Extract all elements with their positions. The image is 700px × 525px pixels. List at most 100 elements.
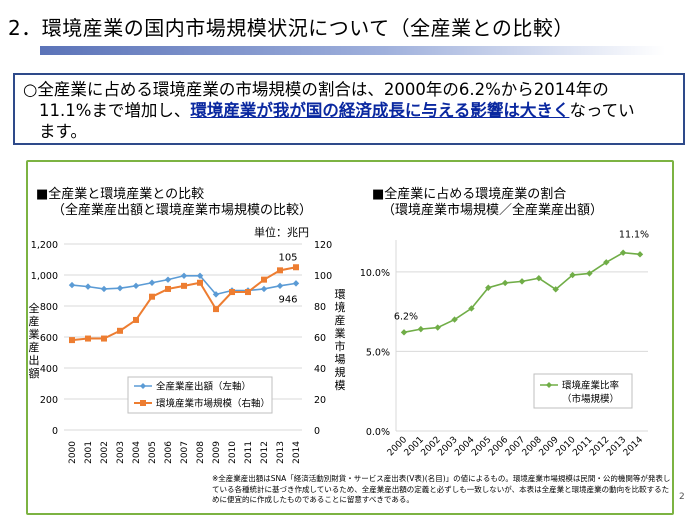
environment-point	[133, 316, 139, 323]
left-axis-tick-label: 200	[40, 395, 58, 406]
ratio-point	[501, 279, 509, 287]
left-axis-tick-label: 400	[40, 364, 58, 375]
all-industry-point	[276, 282, 284, 290]
environment-point	[117, 327, 123, 334]
right-legend-box	[533, 373, 633, 409]
x-axis-tick-label: 2009	[212, 441, 222, 464]
all-industry-point	[196, 272, 204, 279]
summary-line-2: 11.1%まで増加し、環境産業が我が国の経済成長に与える影響は大きくなってい	[23, 100, 675, 121]
environment-point	[293, 264, 299, 271]
all-industry-point	[84, 283, 92, 290]
all-industry-point	[116, 284, 124, 292]
page-number: 2	[679, 492, 685, 502]
left-axis-label: 全産業産出額	[28, 302, 40, 380]
x-axis-tick-label: 2007	[180, 441, 190, 464]
ratio-axis-tick-label: 5.0%	[366, 347, 390, 358]
x-axis-tick-label: 2002	[100, 441, 110, 464]
environment-point	[229, 289, 235, 296]
left-axis-tick-label: 800	[40, 302, 58, 313]
left-legend-box	[127, 376, 273, 414]
right-axis-tick-label: 80	[314, 302, 326, 313]
environment-point	[85, 335, 91, 342]
ratio-line	[403, 251, 641, 334]
right-axis-tick-label: 0	[314, 426, 320, 437]
x-axis-tick-label: 2010	[228, 441, 238, 464]
ratio-point	[468, 305, 475, 312]
left-axis-tick-label: 0	[52, 426, 58, 437]
all-industry-end-label: 946	[278, 294, 297, 305]
all-industry-point	[100, 285, 108, 293]
ratio-end-label: 11.1%	[619, 229, 649, 240]
environment-point	[213, 306, 219, 313]
ratio-point	[417, 325, 425, 333]
all-industry-point	[132, 282, 140, 290]
left-chart-heading: ■全産業と環境産業との比較	[36, 187, 205, 202]
ratio-point	[586, 270, 593, 277]
summary-box: ○全産業に占める環境産業の市場規模の割合は、2000年の6.2%から2014年の…	[13, 73, 685, 145]
environment-point	[245, 289, 251, 296]
legend-ratio-marker	[546, 382, 552, 388]
legend-ratio-label-2: （市場規模）	[562, 393, 619, 405]
right-axis-tick-label: 100	[314, 271, 332, 282]
x-axis-tick-label: 2005	[148, 441, 158, 464]
all-industry-point	[180, 272, 188, 279]
environment-point	[197, 279, 203, 286]
all-industry-point	[164, 276, 172, 283]
ratio-point	[434, 324, 441, 331]
title-underline	[40, 46, 665, 55]
environment-end-label: 105	[278, 252, 297, 263]
environment-point	[261, 276, 267, 283]
x-axis-tick-label: 2003	[116, 441, 126, 464]
environment-point	[101, 335, 107, 342]
right-axis-label: 環境産業市場規模	[334, 288, 346, 392]
x-axis-tick-label: 2013	[276, 441, 286, 464]
summary-text-3: なってい	[569, 101, 635, 120]
left-axis-tick-label: 1,200	[31, 240, 58, 251]
summary-highlight: 環境産業が我が国の経済成長に与える影響は大きく	[190, 101, 570, 120]
ratio-point	[400, 329, 408, 336]
legend-ratio-label-1: 環境産業比率	[562, 380, 620, 392]
x-axis-tick-label: 2006	[164, 441, 174, 464]
ratio-point	[451, 316, 458, 323]
x-axis-tick-label: 2004	[132, 441, 142, 464]
ratio-start-label: 6.2%	[394, 311, 418, 322]
x-axis-tick-label: 2001	[84, 441, 94, 464]
summary-text-2: 11.1%まで増加し、	[39, 101, 191, 120]
right-axis-tick-label: 60	[314, 333, 326, 344]
environment-point	[149, 293, 155, 300]
unit-label: 単位：兆円	[254, 226, 309, 239]
x-axis-tick-label: 2011	[244, 441, 254, 464]
legend-environment-marker	[140, 400, 146, 406]
ratio-point	[569, 271, 576, 279]
summary-line-1: ○全産業に占める環境産業の市場規模の割合は、2000年の6.2%から2014年の	[23, 80, 609, 99]
ratio-point	[552, 286, 559, 293]
environment-point	[277, 267, 283, 274]
x-axis-tick-label: 2014	[622, 435, 645, 458]
all-industry-point	[292, 280, 300, 287]
all-industry-point	[68, 281, 76, 289]
left-chart-subheading: （全産業産出額と環境産業市場規模の比較）	[52, 203, 313, 218]
right-axis-tick-label: 40	[314, 364, 326, 375]
legend-environment-label: 環境産業市場規模（右軸）	[156, 398, 270, 410]
environment-point	[165, 285, 171, 292]
x-axis-tick-label: 2014	[292, 441, 302, 464]
all-industry-point	[148, 279, 156, 286]
environment-point	[181, 282, 187, 289]
left-axis-tick-label: 600	[40, 333, 58, 344]
x-axis-tick-label: 2008	[196, 441, 206, 464]
right-axis-tick-label: 20	[314, 395, 326, 406]
ratio-point	[636, 251, 644, 258]
ratio-point	[535, 275, 543, 282]
ratio-point	[603, 259, 610, 266]
right-chart-subheading: （環境産業市場規模／全産業産出額）	[382, 203, 604, 218]
ratio-point	[518, 278, 526, 285]
ratio-axis-tick-label: 10.0%	[360, 268, 390, 279]
all-industry-point	[260, 285, 268, 293]
summary-line-3: ます。	[39, 122, 87, 141]
left-axis-tick-label: 1,000	[31, 271, 58, 282]
all-industry-point	[212, 291, 220, 298]
ratio-point	[485, 284, 492, 291]
right-chart-heading: ■全産業に占める環境産業の割合	[372, 187, 567, 202]
x-axis-tick-label: 2000	[68, 441, 78, 464]
